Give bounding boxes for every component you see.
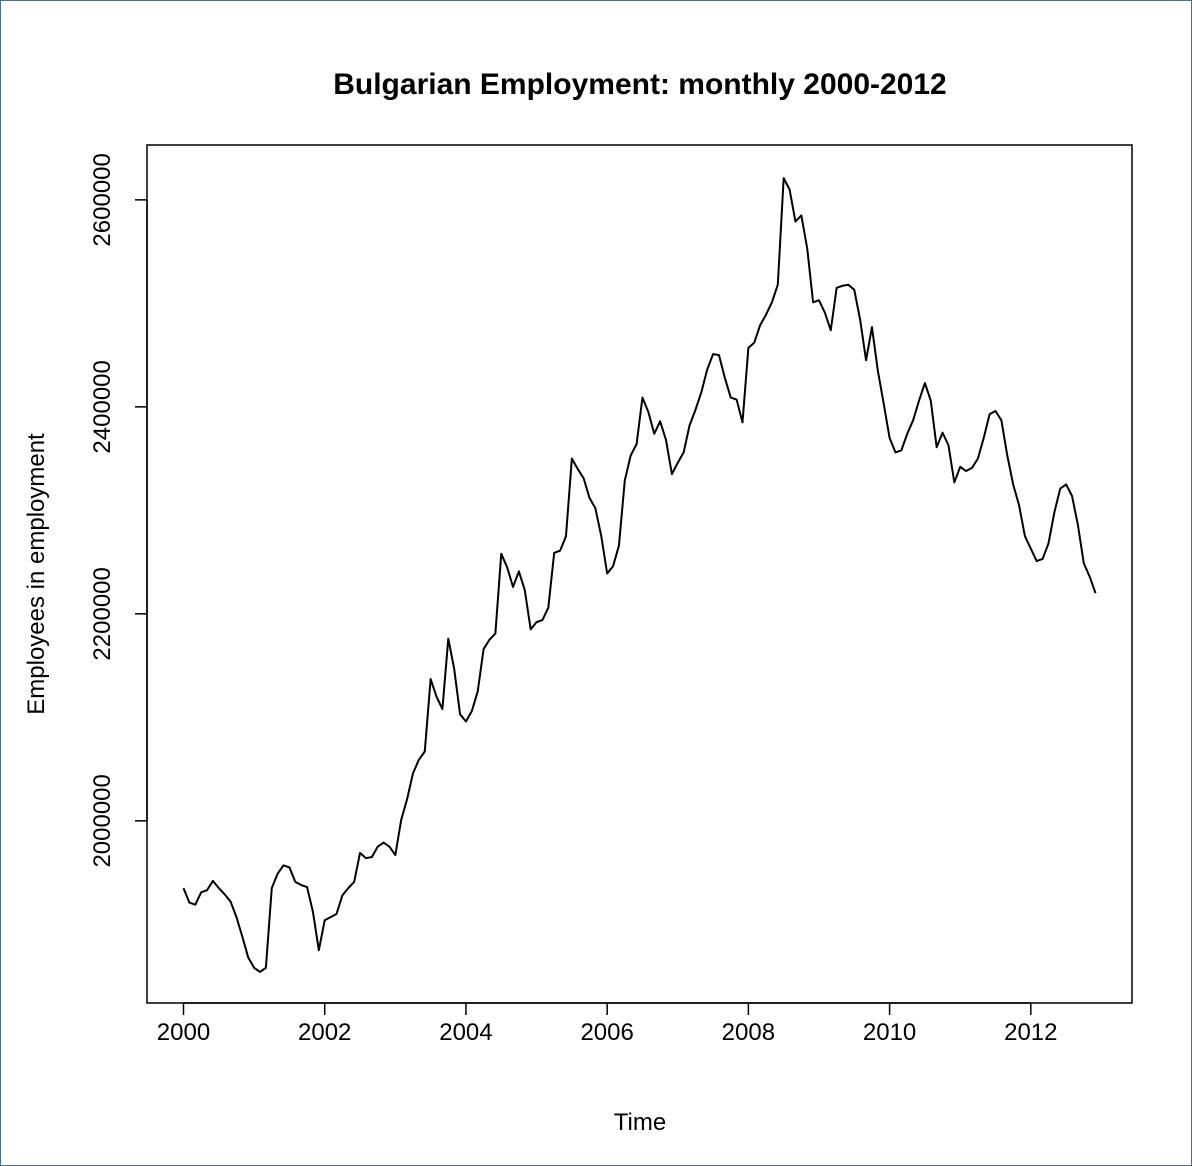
data-line: [182, 177, 1097, 973]
y-tick-label: 2600000: [89, 153, 116, 246]
y-tick-label: 2200000: [89, 567, 116, 660]
x-tick-label: 2000: [157, 1019, 210, 1046]
y-tick-label: 2400000: [89, 360, 116, 453]
x-tick-label: 2004: [439, 1019, 492, 1046]
x-tick-label: 2008: [722, 1019, 775, 1046]
x-tick-label: 2012: [1004, 1019, 1057, 1046]
x-axis-label: Time: [614, 1109, 666, 1136]
x-tick-label: 2010: [863, 1019, 916, 1046]
y-tick-label: 2000000: [89, 774, 116, 867]
chart-title: Bulgarian Employment: monthly 2000-2012: [333, 68, 947, 101]
y-axis-label: Employees in employment: [23, 433, 50, 715]
x-tick-label: 2006: [580, 1019, 633, 1046]
x-tick-label: 2002: [298, 1019, 351, 1046]
